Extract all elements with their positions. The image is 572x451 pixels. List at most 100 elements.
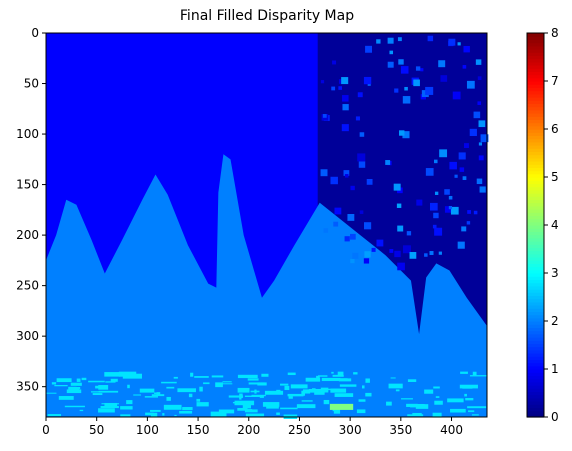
heatmap-block [393,183,401,191]
colorbar-segment [527,151,544,156]
heatmap-noise-patch [264,390,284,395]
heatmap-block [349,233,356,240]
colorbar-segment [527,87,544,92]
colorbar-segment [527,189,544,194]
heatmap-noise-patch [166,396,171,401]
colorbar-segment [527,39,544,44]
heatmap-block [358,161,366,168]
heatmap-block [402,131,410,139]
colorbar-segment [527,193,544,197]
heatmap-block [350,185,355,191]
heatmap-noise-patch [332,374,344,377]
heatmap-noise-patch [250,390,260,393]
heatmap-block [462,176,467,180]
colorbar-segment [527,167,544,172]
heatmap-noise-patch [287,372,296,376]
heatmap-noise-patch [464,393,467,397]
heatmap-noise-patch [323,399,330,405]
heatmap-noise-patch [472,371,477,376]
colorbar-segment [527,247,544,252]
heatmap-noise-patch [151,394,165,397]
heatmap-noise-patch [287,393,304,397]
heatmap-noise-patch [321,377,341,382]
heatmap-block [396,203,402,208]
heatmap-noise-patch [54,384,68,387]
heatmap-block [434,191,439,195]
heatmap-block [480,134,489,143]
heatmap-block [404,86,408,91]
colorbar-segment [527,138,544,143]
heatmap-noise-patch [64,405,85,408]
heatmap-block [398,59,404,65]
heatmap-noise-patch [433,386,440,389]
colorbar-segment [527,145,544,149]
colorbar-segment [527,103,544,108]
heatmap-noise-patch [261,373,269,377]
heatmap-noise-patch [196,402,209,407]
colorbar-segment [527,125,544,130]
heatmap-noise-patch [251,394,266,397]
y-tick-label: 250 [16,279,39,293]
colorbar-segment [527,340,544,344]
heatmap-noise-patch [163,404,182,410]
colorbar-segment [527,218,544,223]
x-tick-label: 150 [187,423,210,437]
heatmap-noise-patch [133,394,142,396]
colorbar-segment [527,221,544,226]
colorbar-segment [527,65,544,69]
heatmap-noise-patch [330,388,347,393]
colorbar-segment [527,180,544,184]
heatmap-block [367,82,371,86]
heatmap-noise-patch [98,408,115,413]
y-tick-label: 100 [16,127,39,141]
heatmap-block [466,221,471,225]
colorbar-segment [527,74,544,79]
heatmap-block [389,50,394,55]
colorbar-segment [527,353,544,357]
colorbar-segment [527,97,544,101]
heatmap-noise-patch [266,404,279,409]
x-tick-label: 400 [440,423,463,437]
heatmap-noise-patch [424,389,434,394]
heatmap-block [429,202,438,211]
heatmap-noise-patch [284,385,290,391]
colorbar-tick-label: 1 [551,362,559,376]
heatmap-noise-patch [280,383,289,386]
colorbar-segment [527,228,544,232]
heatmap-block [402,96,411,104]
heatmap-noise-patch [471,414,479,416]
heatmap-block [342,104,349,111]
heatmap-block [359,210,364,214]
heatmap-noise-patch [91,391,107,393]
heatmap-block [376,39,381,44]
colorbar-tick-label: 0 [551,410,559,424]
colorbar-tick-label: 5 [551,170,559,184]
heatmap-noise-patch [242,409,253,411]
heatmap-noise-patch [166,386,175,389]
y-tick-label: 0 [31,26,39,40]
colorbar-segment [527,346,544,351]
colorbar-segment [527,215,544,220]
heatmap-block [347,214,355,221]
heatmap-block [448,195,453,200]
heatmap-noise-patch [95,385,100,389]
colorbar-segment [527,282,544,287]
colorbar-segment [527,183,544,188]
x-tick-label: 250 [288,423,311,437]
heatmap-noise-patch [173,376,178,379]
heatmap-noise-patch [334,393,354,397]
colorbar-segment [527,55,544,60]
heatmap-noise-patch [468,410,475,413]
colorbar-segment [527,263,544,268]
heatmap-noise-patch [237,387,250,393]
heatmap-block [413,79,420,87]
x-tick-label: 50 [89,423,104,437]
heatmap-noise-patch [70,382,82,386]
x-tick-label: 350 [389,423,412,437]
heatmap-plot-area [46,33,489,419]
colorbar-segment [527,148,544,152]
heatmap-noise-patch [92,393,103,396]
heatmap-noise-patch [126,400,133,405]
heatmap-block [333,221,339,227]
heatmap-block [469,128,477,137]
